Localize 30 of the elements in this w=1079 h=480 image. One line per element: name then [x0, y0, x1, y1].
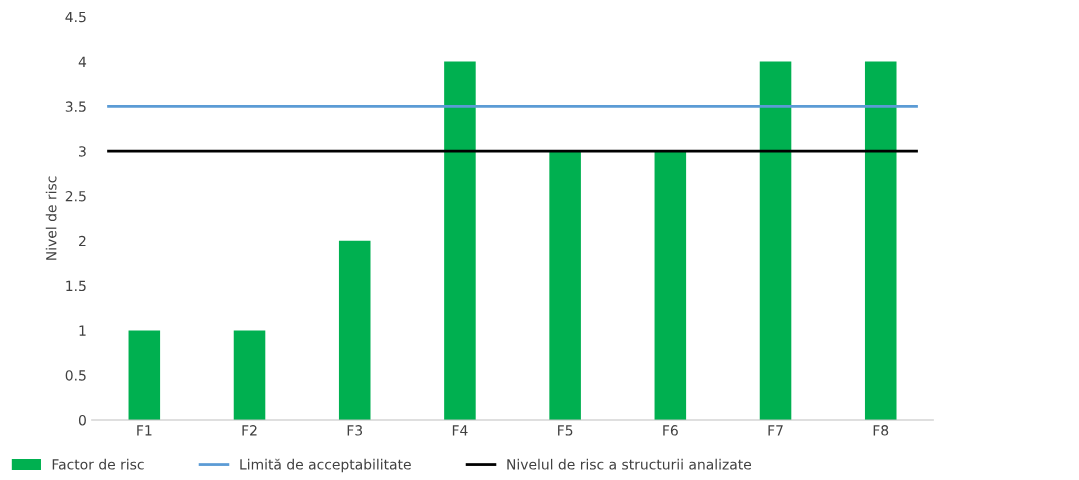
- bar: [759, 61, 792, 420]
- legend-label: Nivelul de risc a structurii analizate: [507, 458, 752, 470]
- bar: [654, 151, 687, 420]
- y-axis-title: Nivel de risc: [45, 176, 57, 260]
- y-tick-label: 3: [79, 146, 86, 157]
- bar: [864, 61, 897, 420]
- y-tick-label: 2: [79, 235, 86, 247]
- x-tick-label: F3: [347, 425, 363, 436]
- x-tick-label: F8: [873, 425, 889, 436]
- y-tick-label: 2.5: [65, 190, 86, 202]
- x-tick-label: F5: [558, 425, 573, 436]
- bar: [338, 240, 371, 420]
- y-tick-label: 0.5: [65, 370, 86, 381]
- bar: [128, 330, 161, 420]
- x-tick-label: F6: [663, 425, 678, 436]
- bar: [233, 330, 266, 420]
- bar: [549, 151, 581, 420]
- legend-label: Factor de risc: [52, 458, 144, 470]
- x-tick-label: F4: [452, 425, 468, 436]
- legend-label: Limită de acceptabilitate: [240, 458, 411, 473]
- y-tick-label: 1: [79, 325, 86, 336]
- y-tick-label: 0: [78, 414, 86, 426]
- y-tick-label: 3.5: [65, 101, 86, 112]
- bar: [444, 61, 476, 420]
- y-tick-label: 4.5: [65, 11, 86, 23]
- y-tick-label: 1.5: [66, 280, 86, 292]
- x-tick-label: F1: [137, 425, 152, 436]
- y-tick-label: 4: [78, 56, 87, 67]
- x-tick-label: F7: [768, 425, 783, 436]
- x-tick-label: F2: [242, 425, 257, 436]
